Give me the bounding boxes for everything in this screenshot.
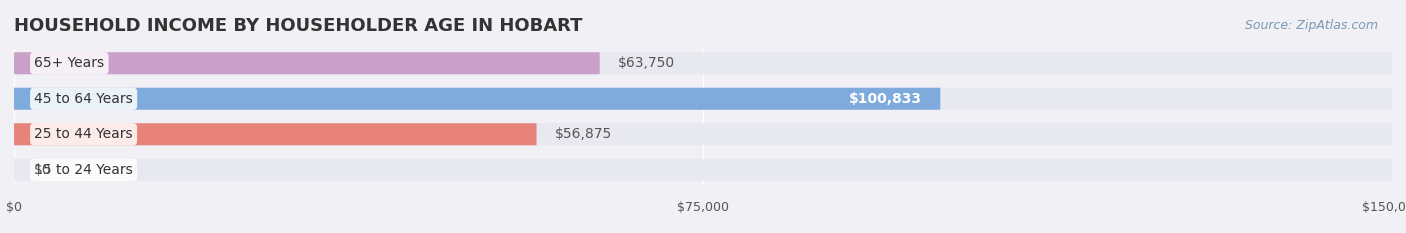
Text: $56,875: $56,875 bbox=[555, 127, 612, 141]
FancyBboxPatch shape bbox=[14, 52, 599, 74]
FancyBboxPatch shape bbox=[14, 88, 1392, 110]
FancyBboxPatch shape bbox=[14, 88, 941, 110]
FancyBboxPatch shape bbox=[14, 52, 1392, 74]
Text: HOUSEHOLD INCOME BY HOUSEHOLDER AGE IN HOBART: HOUSEHOLD INCOME BY HOUSEHOLDER AGE IN H… bbox=[14, 17, 582, 35]
Text: 65+ Years: 65+ Years bbox=[34, 56, 104, 70]
FancyBboxPatch shape bbox=[14, 123, 1392, 145]
FancyBboxPatch shape bbox=[14, 159, 1392, 181]
Text: 45 to 64 Years: 45 to 64 Years bbox=[34, 92, 134, 106]
Text: 25 to 44 Years: 25 to 44 Years bbox=[34, 127, 134, 141]
Text: Source: ZipAtlas.com: Source: ZipAtlas.com bbox=[1244, 19, 1378, 32]
Text: 15 to 24 Years: 15 to 24 Years bbox=[34, 163, 134, 177]
Text: $100,833: $100,833 bbox=[849, 92, 922, 106]
Text: $63,750: $63,750 bbox=[619, 56, 675, 70]
Text: $0: $0 bbox=[34, 163, 52, 177]
FancyBboxPatch shape bbox=[14, 123, 537, 145]
